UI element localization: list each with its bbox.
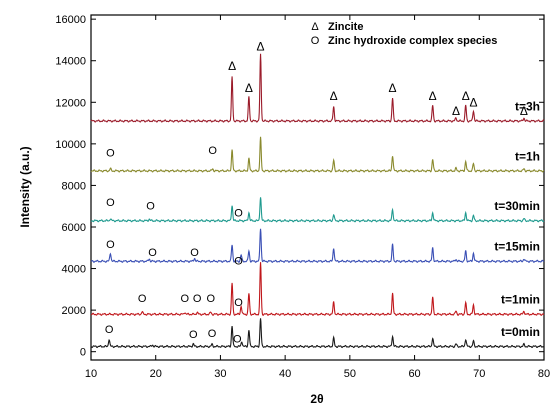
zincite-marker: Δ (520, 104, 528, 118)
zincite-marker: Δ (462, 89, 470, 103)
legend-label: Zincite (328, 21, 363, 33)
plot-frame (90, 14, 545, 361)
zincite-marker: Δ (389, 81, 397, 95)
y-axis-label: Intensity (a.u.) (18, 146, 32, 227)
y-tick-label: 16000 (55, 14, 86, 26)
zincite-marker: Δ (330, 89, 338, 103)
zinc-hydroxide-marker: O (105, 324, 114, 336)
zinc-hydroxide-marker: O (190, 247, 199, 259)
y-tick-label: 14000 (55, 56, 86, 68)
zinc-hydroxide-marker: O (146, 200, 155, 212)
legend-label: Zinc hydroxide complex species (328, 35, 497, 47)
x-tick-label: 70 (473, 368, 485, 380)
y-tick-label: 4000 (62, 264, 86, 276)
zinc-hydroxide-marker: O (181, 293, 190, 305)
series-line-t-30min (90, 197, 545, 223)
zinc-hydroxide-marker: O (106, 147, 115, 159)
x-tick-label: 30 (214, 368, 226, 380)
series-label: t=1h (515, 149, 540, 163)
axis-ticks: 10 20 30 40 50 60 70 80 0 2000 4000 6000 8000 10000 12… (55, 14, 550, 380)
y-tick-label: 10000 (55, 139, 86, 151)
x-axis-label: 2θ (310, 392, 323, 406)
zinc-hydroxide-marker: O (106, 239, 115, 251)
y-tick-label: 2000 (62, 305, 86, 317)
series-label: t=3h (515, 99, 540, 113)
series-group (90, 53, 545, 349)
x-tick-label: 60 (408, 368, 420, 380)
zinc-hydroxide-marker: O (189, 329, 198, 341)
zinc-hydroxide-marker: O (106, 197, 115, 209)
zinc-hydroxide-marker: O (208, 145, 217, 157)
zinc-hydroxide-marker: O (234, 297, 243, 309)
zinc-hydroxide-marker: O (148, 247, 157, 259)
y-tick-label: 0 (80, 347, 86, 359)
x-tick-label: 20 (150, 368, 162, 380)
zincite-marker: Δ (429, 89, 437, 103)
zincite-marker: Δ (228, 59, 236, 73)
series-label: t=30min (494, 199, 540, 213)
x-tick-label: 10 (85, 368, 97, 380)
zinc-hydroxide-marker: O (206, 293, 215, 305)
zincite-marker: Δ (469, 95, 477, 109)
legend-symbol: Δ (311, 21, 319, 33)
series-line-t-15min (90, 228, 545, 263)
series-label: t=15min (494, 240, 540, 254)
series-line-t-1min (90, 262, 545, 316)
y-tick-label: 12000 (55, 97, 86, 109)
zinc-hydroxide-marker: O (208, 328, 217, 340)
legend: Δ Zincite O Zinc hydroxide complex species (311, 21, 498, 47)
zinc-hydroxide-marker: O (138, 293, 147, 305)
zincite-marker: Δ (257, 39, 265, 53)
zincite-marker: Δ (452, 104, 460, 118)
zincite-marker: Δ (245, 81, 253, 95)
series-label: t=0min (501, 325, 540, 339)
series-line-t-0min (90, 318, 544, 349)
legend-symbol: O (311, 35, 320, 47)
zinc-hydroxide-marker: O (234, 255, 243, 267)
series-label: t=1min (501, 293, 540, 307)
zinc-hydroxide-marker: O (234, 208, 243, 220)
x-tick-label: 80 (538, 368, 550, 380)
x-tick-label: 50 (344, 368, 356, 380)
series-line-t-3h (90, 53, 545, 123)
y-tick-label: 8000 (62, 180, 86, 192)
zinc-hydroxide-marker: O (233, 333, 242, 345)
x-tick-label: 40 (279, 368, 291, 380)
series-labels: t=0min t=1min t=15min t=30min t=1h t=3h (494, 99, 540, 338)
series-line-t-1h (90, 136, 545, 173)
zinc-hydroxide-marker: O (193, 293, 202, 305)
y-tick-label: 6000 (62, 222, 86, 234)
